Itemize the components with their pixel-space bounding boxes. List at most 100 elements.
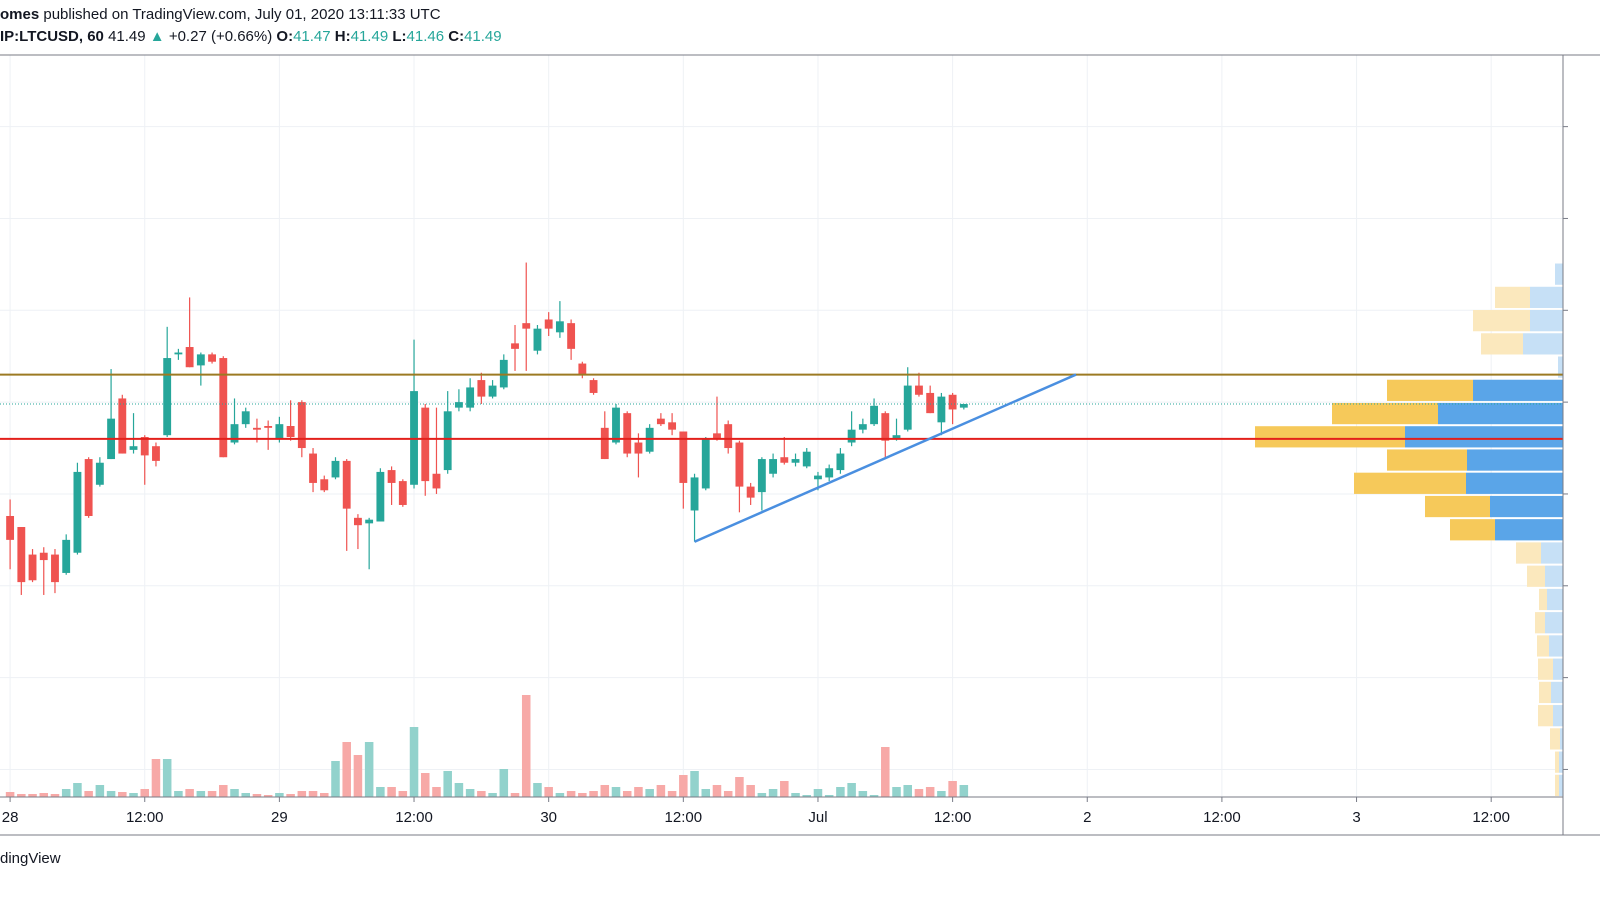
volume-bar (948, 781, 957, 797)
volume-bar (95, 785, 105, 797)
volume-bar (780, 781, 789, 797)
volume-bar (937, 791, 946, 797)
candle-body (881, 413, 890, 441)
candle-body (39, 552, 48, 561)
volume-bar (477, 791, 486, 797)
volume-bar (578, 793, 587, 797)
volume-bar (836, 787, 845, 797)
x-tick-label: Jul (808, 809, 827, 826)
volume-bar (230, 789, 239, 797)
profile-down (1387, 379, 1473, 401)
volume-bar (364, 742, 374, 797)
volume-bar (106, 791, 116, 797)
volume-bar (656, 785, 666, 797)
x-tick-label: 29 (271, 809, 288, 826)
volume-bar (622, 791, 632, 797)
x-tick-label: 12:00 (665, 809, 703, 826)
candle-body (398, 481, 407, 505)
candle-body (297, 402, 306, 449)
volume-bar (959, 785, 969, 797)
volume-bar (28, 794, 37, 797)
candle-body (533, 328, 542, 351)
profile-down (1425, 495, 1490, 518)
profile-down (1555, 751, 1559, 773)
volume-bar (858, 791, 868, 797)
profile-up (1530, 310, 1563, 332)
candle-body (791, 459, 800, 463)
volume-bar (286, 794, 295, 797)
profile-down (1538, 658, 1553, 680)
profile-down (1538, 705, 1553, 727)
volume-bar (17, 794, 26, 797)
candle-body (724, 424, 733, 449)
x-tick-label: 3 (1352, 809, 1360, 826)
profile-down (1537, 635, 1549, 657)
candle-body (713, 433, 721, 439)
volume-bar (723, 791, 733, 797)
volume-bar (432, 787, 441, 797)
author: omes (0, 6, 40, 23)
volume-bar (768, 789, 778, 797)
volume-bar (140, 789, 150, 797)
volume-bar (589, 791, 598, 797)
candle-body (196, 354, 205, 366)
volume-bar (925, 787, 935, 797)
x-tick-label: 12:00 (1203, 809, 1241, 826)
candle-body (870, 405, 878, 425)
volume-bar (465, 789, 475, 797)
volume-bar (690, 771, 699, 797)
volume-bar (398, 791, 408, 797)
candle-body (555, 321, 564, 333)
volume-bar (791, 793, 800, 797)
profile-down (1354, 472, 1466, 494)
candle-body (376, 471, 385, 522)
chart: 28 12:00 29 12:00 30 12:00 Jul 12:00 2 12:00 3 12:0… (0, 54, 1600, 836)
volume-bar (353, 755, 363, 797)
profile-down (1473, 310, 1530, 332)
profile-up (1438, 402, 1563, 425)
profile-down (1481, 333, 1523, 355)
volume-bar (73, 783, 82, 797)
candle-body (140, 437, 149, 456)
change: +0.27 (+0.66%) (168, 28, 273, 45)
candle-body (95, 462, 104, 485)
profile-up (1551, 681, 1563, 704)
publish-line: omes published on TradingView.com, July … (0, 6, 441, 23)
candle-body (690, 477, 699, 511)
volume-bar (409, 727, 419, 797)
volume-bar (61, 789, 71, 797)
profile-up (1523, 333, 1563, 355)
candle-body (129, 446, 138, 450)
volume-bar (297, 791, 307, 797)
candle-body (836, 453, 845, 471)
volume-bar (499, 769, 509, 797)
profile-down (1516, 542, 1541, 564)
candle-body (589, 380, 598, 393)
volume-bar (275, 793, 284, 797)
volume-bar (544, 787, 553, 797)
x-tick-label: 12:00 (126, 809, 164, 826)
volume-bar (847, 783, 856, 797)
volume-bar (903, 785, 912, 797)
candle-body (937, 396, 946, 423)
volume-bar (869, 795, 879, 797)
candle-body (454, 402, 463, 408)
volume-bar (308, 791, 318, 797)
candle-body (275, 424, 284, 439)
profile-up (1553, 658, 1563, 680)
profile-up (1545, 565, 1563, 587)
candle-body (915, 385, 923, 395)
profile-down (1539, 681, 1551, 704)
profile-up (1545, 612, 1563, 634)
volume-bar (881, 747, 890, 797)
candle-body (466, 387, 475, 408)
candle-body (365, 519, 374, 524)
volume-bar (735, 777, 744, 797)
profile-up (1553, 705, 1563, 727)
profile-down (1450, 519, 1495, 541)
profile-up (1559, 774, 1563, 796)
candle-body (73, 471, 82, 553)
profile-down (1535, 612, 1545, 634)
footer: dingView (0, 850, 61, 867)
